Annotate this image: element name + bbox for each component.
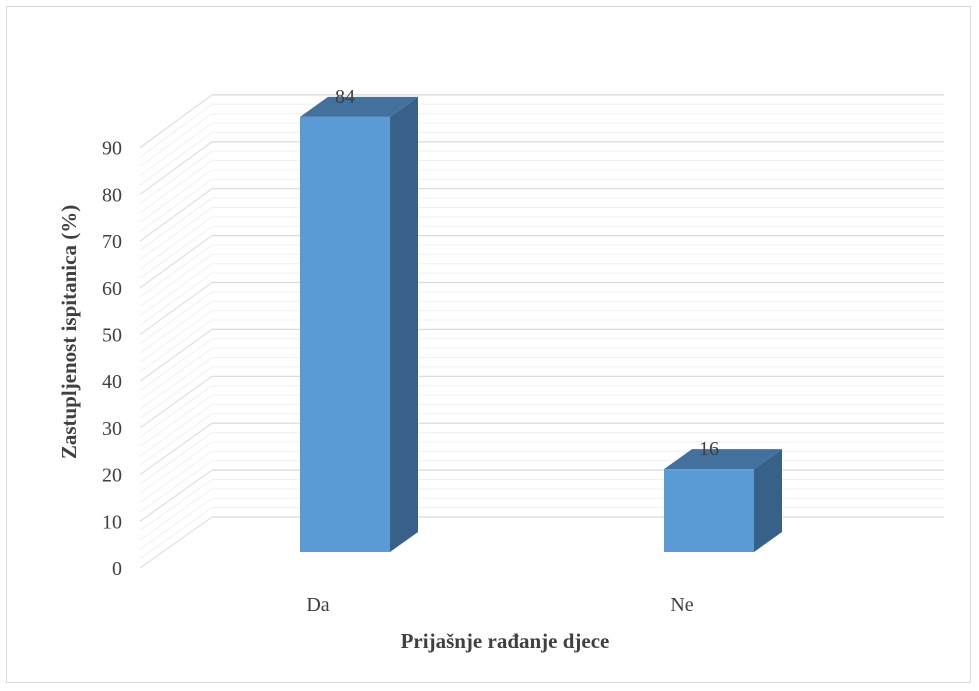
minor-gridline-side [140, 395, 212, 447]
y-tick-label: 80 [102, 184, 122, 206]
minor-gridline-side [140, 489, 212, 540]
minor-gridline-side [140, 451, 212, 502]
minor-gridline-side [140, 414, 212, 465]
minor-gridline-side [140, 367, 212, 419]
y-axis-title: Zastupljenost ispitanica (%) [57, 205, 81, 459]
minor-gridline-side [140, 386, 212, 438]
y-tick-label: 0 [112, 558, 122, 580]
minor-gridline-side [140, 433, 212, 484]
y-tick-label: 60 [102, 278, 122, 300]
x-tick-label: Ne [670, 594, 693, 616]
x-tick-labels: Da Ne [306, 594, 693, 616]
x-tick-label: Da [306, 594, 329, 616]
minor-gridline-side [140, 508, 212, 559]
data-label: 16 [699, 438, 719, 460]
bar [664, 469, 754, 552]
y-tick-labels: 0 10 20 30 40 50 60 70 80 90 [102, 138, 122, 580]
y-tick-label: 30 [102, 418, 122, 440]
gridline-side [140, 517, 212, 568]
y-tick-label: 50 [102, 325, 122, 347]
gridline-side [140, 470, 212, 521]
gridline-side [140, 423, 212, 474]
y-tick-label: 90 [102, 138, 122, 160]
gridline-side [140, 376, 212, 428]
bar-side [390, 97, 418, 552]
minor-gridline-side [140, 479, 212, 530]
bar [300, 117, 390, 552]
data-label: 84 [335, 86, 355, 108]
minor-gridline-side [140, 461, 212, 512]
y-tick-label: 40 [102, 371, 122, 393]
gridlines [140, 95, 944, 568]
y-tick-label: 20 [102, 465, 122, 487]
minor-gridline-side [140, 442, 212, 493]
y-tick-label: 70 [102, 231, 122, 253]
minor-gridline-side [140, 498, 212, 549]
y-tick-label: 10 [102, 511, 122, 533]
minor-gridline-side [140, 404, 212, 455]
x-axis-title: Prijašnje rađanje djece [401, 629, 610, 653]
bars [300, 97, 782, 552]
